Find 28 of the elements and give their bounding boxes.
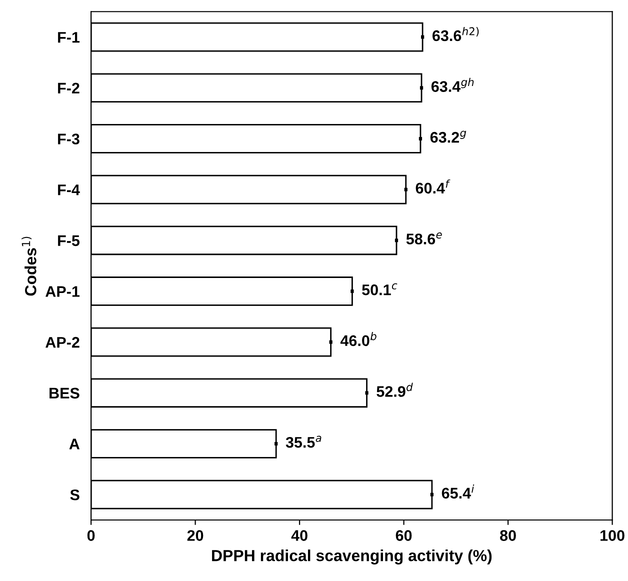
x-tick-label: 20 — [187, 530, 204, 541]
data-label: 58.6$^{e}$ — [406, 232, 442, 244]
data-label: 63.6$^{h2)}$ — [432, 26, 479, 42]
x-axis-title: DPPH radical scavenging activity (%) — [212, 550, 492, 564]
x-tick-label: 100 — [600, 530, 624, 541]
x-tick-label: 60 — [396, 530, 412, 541]
y-tick-label: F-1 — [58, 32, 80, 43]
y-tick-label: F-3 — [58, 134, 80, 144]
y-axis-title: Codes$^{1)}$ — [22, 236, 36, 296]
y-tick-label: F-2 — [58, 82, 80, 94]
y-tick-label: F-5 — [58, 235, 80, 246]
y-tick-label: BES — [50, 388, 80, 399]
data-label: 60.4$^{f}$ — [416, 179, 450, 194]
x-tick-label: 40 — [291, 530, 308, 541]
y-tick-label: AP-1 — [46, 286, 80, 297]
data-label: 46.0$^{b}$ — [340, 332, 376, 346]
data-label: 63.4$^{gh}$ — [431, 78, 474, 92]
x-tick-label: 0 — [87, 530, 95, 541]
y-tick-label: AP-2 — [46, 336, 80, 348]
data-label: 50.1$^{c}$ — [362, 283, 398, 296]
x-tick-label: 80 — [500, 530, 516, 541]
data-label: 63.2$^{g}$ — [430, 130, 466, 143]
y-tick-label: S — [70, 489, 80, 500]
y-tick-label: F-4 — [58, 184, 80, 196]
data-label: 65.4$^{i}$ — [442, 484, 474, 499]
data-label: 52.9$^{d}$ — [376, 382, 413, 397]
data-label: 35.5$^{a}$ — [286, 436, 322, 448]
y-tick-label: A — [69, 438, 80, 450]
